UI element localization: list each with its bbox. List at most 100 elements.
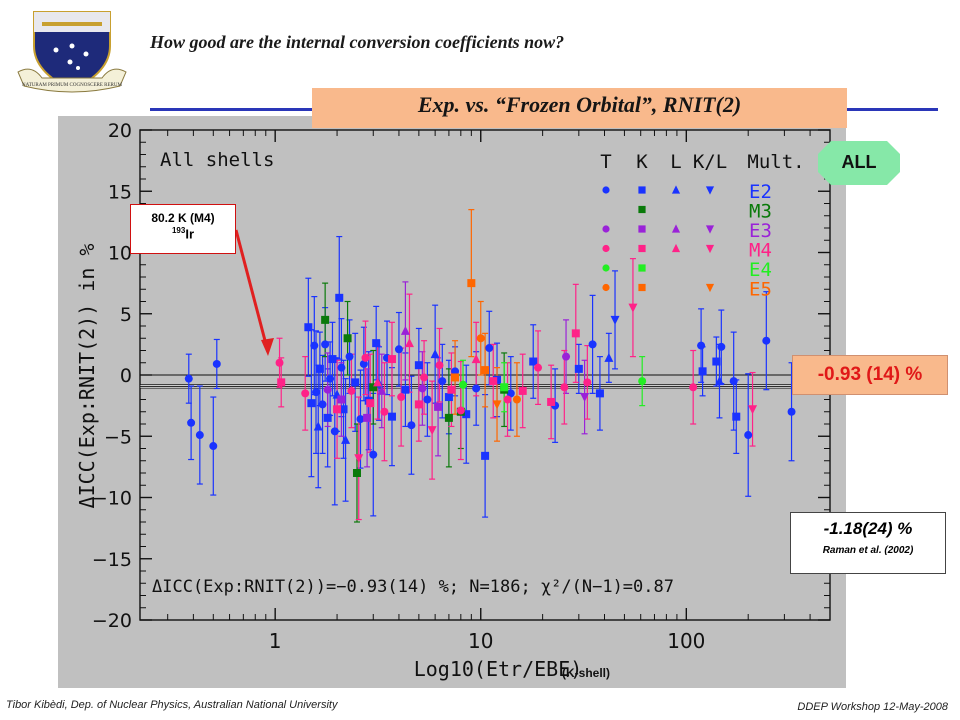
x-tick-label: 1 [269,629,282,653]
data-point [333,405,342,414]
data-point [456,406,465,415]
data-point [372,339,381,348]
legend-marker [638,264,646,272]
data-point [459,380,468,389]
data-point [404,338,414,348]
data-point [323,413,332,422]
legend-marker [671,243,681,253]
data-point [435,361,444,370]
callout-mass-number: 193 [171,226,186,235]
data-point [361,353,370,362]
footer-event: DDEP Workshop 12-May-2008 [797,701,948,713]
data-point [547,397,556,406]
legend-label: E4 [749,259,772,281]
legend-marker [705,244,715,254]
legend-header: Mult. [747,151,804,173]
legend-marker [602,244,610,253]
data-point [562,352,571,361]
data-point [318,400,327,409]
data-point [485,344,494,353]
data-point [762,336,771,345]
y-tick-label: −5 [104,426,132,448]
legend-marker [638,205,646,214]
y-tick-label: −20 [92,610,132,632]
data-point [315,364,324,373]
data-point [580,393,590,403]
data-point [400,325,410,335]
data-point [444,413,453,422]
data-point [394,345,403,354]
data-point [447,385,456,394]
data-point [610,315,620,325]
data-point [472,384,481,393]
x-axis-note: (K-shell) [562,666,610,680]
data-point [323,385,332,394]
all-shells-badge: ALL [818,141,900,185]
x-tick-label: 10 [468,629,493,653]
data-point [212,359,221,368]
data-point [209,442,218,451]
data-point [187,418,196,427]
data-point [304,323,313,332]
data-point [356,415,365,424]
legend-label: E5 [749,279,772,301]
data-point [714,376,724,386]
data-point [481,366,490,375]
y-tick-label: −10 [92,488,132,510]
data-point [503,395,512,404]
data-point [337,363,346,372]
data-point [366,399,375,408]
data-point [335,293,344,302]
y-axis-label: ΔICC(Exp:RNIT(2)) in % [75,244,99,509]
legend-marker [638,225,646,233]
legend-marker [602,264,610,272]
data-point [467,279,476,288]
legend-marker [602,283,610,292]
data-point [444,393,453,402]
data-point [330,427,339,436]
slide-subtitle: Exp. vs. “Frozen Orbital”, RNIT(2) [417,92,742,117]
university-crest-logo: NATURAM PRIMUM COGNOSCERE RERUM [17,11,127,93]
data-point [312,388,321,397]
data-point [326,374,335,383]
data-point [638,377,647,386]
data-point [351,378,360,387]
data-point [489,377,498,386]
legend-marker [671,185,681,194]
y-tick-label: 10 [108,243,132,265]
data-point [434,402,443,411]
data-point [380,407,389,416]
data-point [418,384,427,393]
legend-label: E3 [749,220,772,242]
data-point [339,405,348,414]
callout-element: Ir [185,226,195,242]
legend-header: L [670,151,681,173]
data-point [369,383,378,392]
slide-title: How good are the internal conversion coe… [150,32,565,52]
x-axis-label: Log10(Etr/EBE) [414,657,583,681]
legend-label: E2 [749,181,772,203]
subtitle-banner [312,88,847,128]
data-point [337,395,346,404]
data-point [321,340,330,349]
data-point [529,357,538,366]
data-point [354,454,364,464]
x-tick-label: 100 [667,629,705,653]
data-point [363,413,372,422]
data-point [341,434,351,444]
data-point [697,341,706,350]
y-tick-label: 5 [120,304,132,326]
legend-marker [705,283,715,293]
data-point [373,377,383,387]
footer-author: Tibor Kibèdi, Dep. of Nuclear Physics, A… [6,699,338,711]
legend-header: K/L [693,151,727,173]
data-point [560,383,569,392]
data-point [401,385,410,394]
ir193-m4-callout: 80.2 K (M4) 193Ir [130,204,236,254]
data-point [328,355,337,364]
legend-marker [638,186,646,194]
raman-reference-box: -1.18(24) % Raman et al. (2002) [790,512,946,574]
data-point [588,340,597,349]
legend-marker [638,283,646,292]
